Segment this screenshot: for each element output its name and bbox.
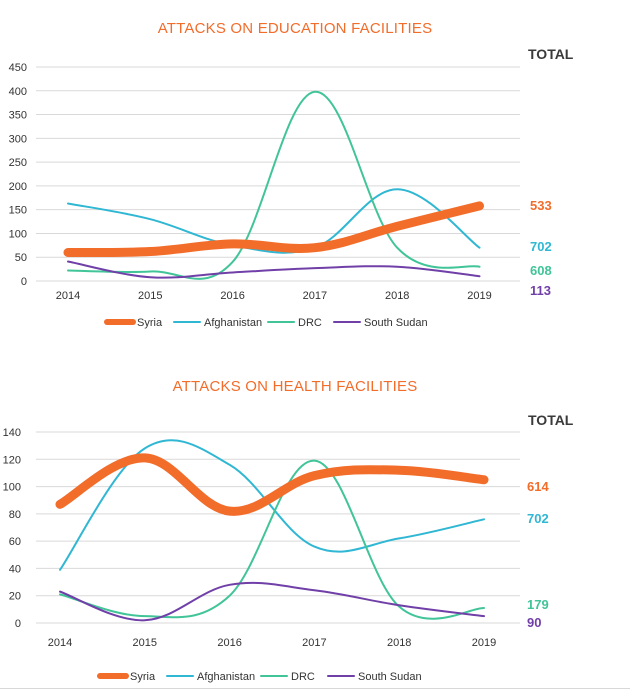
series-line-afghanistan xyxy=(59,439,485,571)
series-line-south_sudan xyxy=(67,260,481,279)
legend-label-south_sudan: South Sudan xyxy=(358,671,422,683)
legend-label-afghanistan: Afghanistan xyxy=(197,671,255,683)
y-tick-label: 50 xyxy=(15,252,27,264)
series-line-syria xyxy=(55,453,489,516)
x-tick-label: 2019 xyxy=(467,290,491,302)
series-line-drc xyxy=(59,459,485,620)
series-line-syria xyxy=(63,201,484,258)
total-value-syria: 614 xyxy=(527,479,549,494)
x-tick-label: 2019 xyxy=(472,637,496,649)
y-tick-label: 20 xyxy=(9,591,21,603)
y-tick-label: 200 xyxy=(9,181,27,193)
x-tick-label: 2016 xyxy=(220,290,244,302)
x-tick-label: 2018 xyxy=(387,637,411,649)
education-attacks-chart: ATTACKS ON EDUCATION FACILITIES TOTAL 0 5… xyxy=(0,0,630,345)
total-header: TOTAL xyxy=(528,412,574,428)
y-tick-label: 250 xyxy=(9,157,27,169)
x-tick-label: 2018 xyxy=(385,290,409,302)
page-bottom-divider xyxy=(0,688,630,689)
y-tick-label: 60 xyxy=(9,536,21,548)
x-tick-label: 2014 xyxy=(48,637,72,649)
x-tick-label: 2015 xyxy=(138,290,162,302)
health-attacks-chart: ATTACKS ON HEALTH FACILITIES TOTAL 0 20 40… xyxy=(0,365,630,695)
legend-label-south_sudan: South Sudan xyxy=(364,317,428,329)
legend-label-syria: Syria xyxy=(130,671,156,683)
legend-label-drc: DRC xyxy=(298,317,322,329)
total-value-afghanistan: 702 xyxy=(530,239,552,254)
series-line-drc xyxy=(67,90,481,280)
chart-title: ATTACKS ON EDUCATION FACILITIES xyxy=(157,20,433,37)
y-tick-label: 100 xyxy=(3,482,21,494)
x-tick-label: 2015 xyxy=(133,637,157,649)
health-chart-plot: 0 20 40 60 80 100 120 140 2014 2015 2016 2017 2018 20… xyxy=(3,427,550,683)
legend-label-afghanistan: Afghanistan xyxy=(204,317,262,329)
y-tick-label: 120 xyxy=(3,454,21,466)
chart-title: ATTACKS ON HEALTH FACILITIES xyxy=(172,378,418,395)
y-tick-label: 80 xyxy=(9,509,21,521)
y-tick-label: 150 xyxy=(9,205,27,217)
y-tick-label: 400 xyxy=(9,86,27,98)
x-tick-label: 2016 xyxy=(217,637,241,649)
y-tick-label: 100 xyxy=(9,228,27,240)
total-value-drc: 608 xyxy=(530,263,552,278)
series-line-south_sudan xyxy=(59,581,485,622)
education-chart-plot: 0 50 100 150 200 250 300 350 400 450 2014 2015 2016 2… xyxy=(9,62,552,329)
y-tick-label: 40 xyxy=(9,563,21,575)
total-value-syria: 533 xyxy=(530,198,552,213)
y-tick-label: 350 xyxy=(9,110,27,122)
y-tick-label: 0 xyxy=(21,276,27,288)
legend-label-syria: Syria xyxy=(137,317,163,329)
y-tick-label: 450 xyxy=(9,62,27,74)
legend-label-drc: DRC xyxy=(291,671,315,683)
x-tick-label: 2017 xyxy=(302,637,326,649)
total-header: TOTAL xyxy=(528,46,574,62)
x-tick-label: 2017 xyxy=(303,290,327,302)
y-tick-label: 0 xyxy=(15,618,21,630)
total-value-afghanistan: 702 xyxy=(527,511,549,526)
x-tick-label: 2014 xyxy=(56,290,80,302)
y-tick-label: 300 xyxy=(9,133,27,145)
total-value-south_sudan: 113 xyxy=(530,283,551,298)
y-tick-label: 140 xyxy=(3,427,21,439)
total-value-drc: 179 xyxy=(527,597,549,612)
total-value-south_sudan: 90 xyxy=(527,615,541,630)
series-line-afghanistan xyxy=(67,188,481,254)
